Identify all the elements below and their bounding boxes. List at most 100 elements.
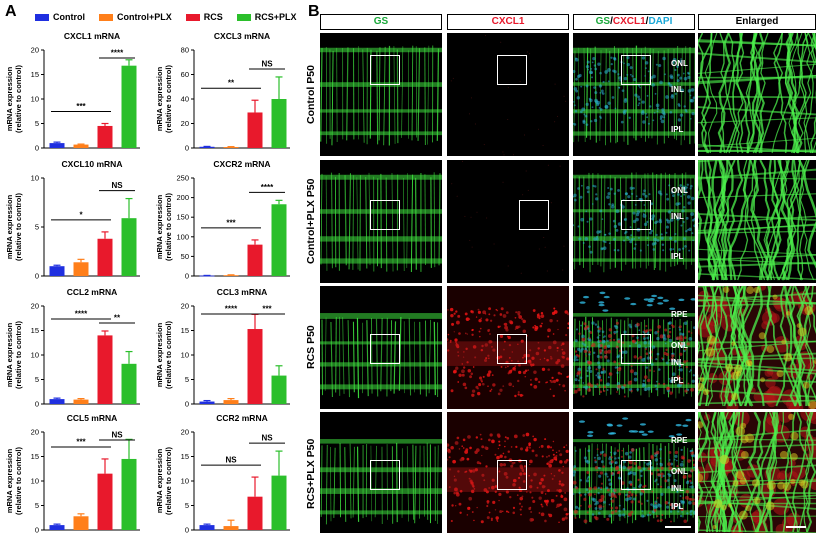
significance-label: *** <box>76 102 86 111</box>
bar-chart-cxcr2-mrna: CXCR2 mRNA mRNA expression(relative to co… <box>155 159 290 281</box>
significance-label: **** <box>111 49 124 58</box>
legend-label: RCS+PLX <box>254 12 297 22</box>
bar-control <box>49 525 65 530</box>
y-tick-label: 0 <box>185 400 189 409</box>
y-axis-label: mRNA expression(relative to control) <box>155 193 173 261</box>
micrograph-merge: RPE ONL INL IPL <box>573 286 695 409</box>
chart-title: CXCL3 mRNA <box>214 31 270 41</box>
legend-item-control-plx: Control+PLX <box>99 10 172 24</box>
layer-label: ONL <box>671 186 688 195</box>
y-tick-label: 15 <box>181 326 189 335</box>
bar-control <box>49 143 65 148</box>
y-tick-label: 10 <box>31 95 39 104</box>
significance-label: ** <box>228 79 235 88</box>
micrograph-image <box>447 33 569 156</box>
zoom-region-box <box>621 55 651 85</box>
legend-label: Control <box>53 12 85 22</box>
y-tick-label: 5 <box>185 375 189 384</box>
y-tick-label: 20 <box>31 46 39 55</box>
bar-control-plx <box>223 147 239 148</box>
y-tick-label: 15 <box>181 452 189 461</box>
y-tick-label: 20 <box>181 302 189 311</box>
micrograph-image <box>573 160 695 283</box>
legend-item-rcs-plx: RCS+PLX <box>236 10 297 24</box>
chart-title: CCL3 mRNA <box>217 287 268 297</box>
zoom-region-box <box>370 334 400 364</box>
y-axis-label: mRNA expression(relative to control) <box>155 321 173 389</box>
micrograph-merge: RPE ONL INL IPL <box>573 412 695 533</box>
chart-title: CCL2 mRNA <box>67 287 118 297</box>
bar-control <box>199 525 215 530</box>
layer-label: IPL <box>671 125 684 134</box>
y-tick-label: 150 <box>176 213 189 222</box>
bar-control <box>49 266 65 276</box>
y-tick-label: 50 <box>181 252 189 261</box>
micrograph-red <box>447 412 569 533</box>
y-tick-label: 60 <box>181 70 189 79</box>
y-axis-label: mRNA expression(relative to control) <box>155 65 173 133</box>
y-tick-label: 0 <box>185 144 189 153</box>
layer-label: INL <box>671 358 684 367</box>
bar-rcs <box>247 112 263 148</box>
zoom-region-box <box>370 55 400 85</box>
zoom-region-box <box>497 55 527 85</box>
significance-label: **** <box>261 183 274 192</box>
bar-rcs-plx <box>121 458 137 530</box>
micrograph-image <box>320 412 442 533</box>
y-tick-label: 40 <box>181 95 189 104</box>
bar-rcs <box>97 473 113 530</box>
column-header-gs: GS <box>320 14 442 30</box>
chart-title: CXCL1 mRNA <box>64 31 120 41</box>
micrograph-red <box>447 286 569 409</box>
significance-label: **** <box>75 309 88 318</box>
y-tick-label: 10 <box>181 477 189 486</box>
significance-label: NS <box>111 181 123 190</box>
y-tick-label: 20 <box>181 119 189 128</box>
bar-rcs <box>97 238 113 276</box>
column-header-label: Enlarged <box>735 16 779 27</box>
micrograph-enlarged <box>698 33 816 156</box>
row-label: Control+PLX P50 <box>305 178 317 265</box>
merge-header-part: / <box>645 16 649 27</box>
micrograph-image <box>573 33 695 156</box>
micrograph-image <box>573 286 695 409</box>
row-label: RCS+PLX P50 <box>305 438 317 509</box>
significance-label: *** <box>226 218 236 227</box>
bar-chart-cxcl1-mrna: CXCL1 mRNA mRNA expression(relative to co… <box>5 31 140 153</box>
micrograph-gs <box>320 160 442 283</box>
layer-label: RPE <box>671 436 688 445</box>
micrograph-enlarged <box>698 412 816 533</box>
layer-label: IPL <box>671 376 684 385</box>
bar-control <box>199 146 215 148</box>
legend-item-control: Control <box>35 10 85 24</box>
zoom-region-box <box>621 200 651 230</box>
y-tick-label: 0 <box>35 272 39 281</box>
y-tick-label: 0 <box>35 400 39 409</box>
micrograph-image <box>447 160 569 283</box>
significance-label: NS <box>261 434 273 443</box>
legend-swatch <box>35 13 49 21</box>
micrograph-enlarged <box>698 286 816 409</box>
micrograph-gs <box>320 412 442 533</box>
significance-label: NS <box>111 431 123 440</box>
bar-rcs-plx <box>271 99 287 148</box>
layer-label: INL <box>671 484 684 493</box>
y-tick-label: 5 <box>35 375 39 384</box>
layer-label: ONL <box>671 59 688 68</box>
y-tick-label: 20 <box>181 428 189 437</box>
micrograph-image <box>698 160 816 283</box>
significance-label: NS <box>261 59 273 68</box>
layer-label: IPL <box>671 502 684 511</box>
y-axis-label: mRNA expression(relative to control) <box>155 447 173 515</box>
bar-rcs <box>97 335 113 404</box>
y-tick-label: 15 <box>31 452 39 461</box>
significance-label: ** <box>114 313 121 322</box>
bar-rcs-plx <box>121 363 137 404</box>
layer-label: ONL <box>671 341 688 350</box>
column-header-label: CXCL1 <box>491 16 525 27</box>
micrograph-image <box>320 33 442 156</box>
micrograph-image <box>698 286 816 409</box>
bar-control <box>49 399 65 404</box>
bar-control-plx <box>223 400 239 404</box>
column-header-merge: GS/CXCL1/DAPI <box>573 14 695 30</box>
